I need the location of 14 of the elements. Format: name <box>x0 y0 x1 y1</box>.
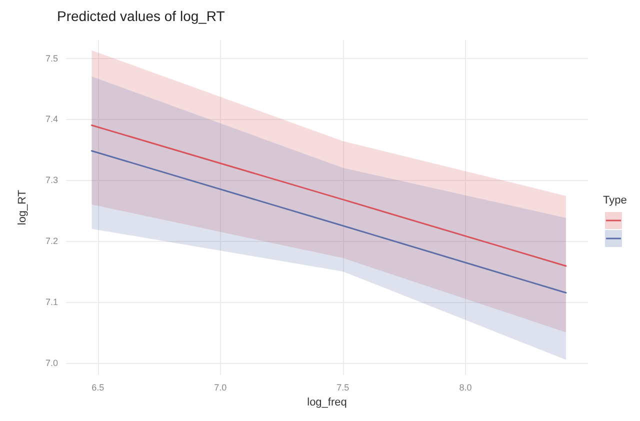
y-tick-label: 7.0 <box>45 358 58 368</box>
x-tick-label: 8.0 <box>459 382 472 392</box>
y-axis-title: log_RT <box>16 190 28 226</box>
y-tick-label: 7.3 <box>45 175 58 186</box>
legend-title: Type <box>603 194 627 206</box>
y-tick-label: 7.5 <box>45 53 58 64</box>
x-axis-title: log_freq <box>307 396 347 408</box>
x-tick-label: 6.5 <box>92 382 104 392</box>
x-tick-label: 7.5 <box>336 382 350 392</box>
y-tick-label: 7.2 <box>45 236 58 246</box>
y-tick-label: 7.1 <box>45 296 58 307</box>
x-tick-label: 7.0 <box>214 382 227 392</box>
chart-title: Predicted values of log_RT <box>57 8 226 24</box>
y-tick-label: 7.4 <box>45 114 58 124</box>
